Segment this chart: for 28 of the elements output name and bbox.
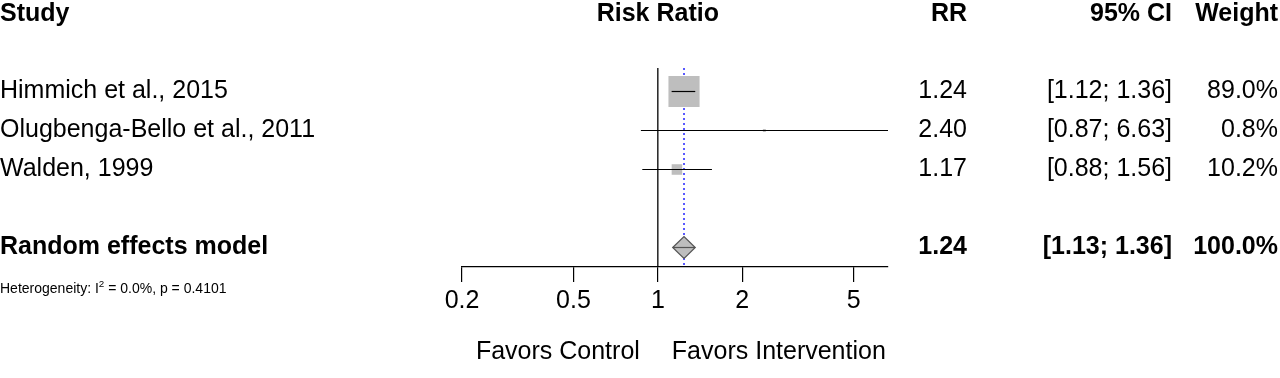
- text: [0.88; 1.56]: [1046, 153, 1173, 182]
- text: Favors Intervention: [671, 335, 886, 364]
- text: [1.12; 1.36]: [1046, 75, 1173, 104]
- text: Weight: [1195, 0, 1279, 26]
- x-tick-label: 0.5: [556, 284, 591, 313]
- text: Favors Control: [475, 335, 640, 364]
- text: 89.0%: [1207, 75, 1278, 104]
- text: 0.8%: [1221, 114, 1278, 143]
- x-tick-label: 0.2: [444, 284, 480, 313]
- y-tick-label: Random effects model: [0, 231, 269, 260]
- text: 1.24: [918, 75, 968, 104]
- text: Study: [0, 0, 70, 26]
- y-tick-label: Himmich et al., 2015: [0, 75, 228, 104]
- text: 1.17: [918, 153, 968, 182]
- x-tick-label: 2: [735, 284, 750, 313]
- text: 1.24: [918, 231, 968, 260]
- x-tick-label: 5: [846, 284, 861, 313]
- chart-title: Risk Ratio: [596, 0, 719, 26]
- text: RR: [930, 0, 967, 26]
- text: 95% CI: [1090, 0, 1172, 26]
- text: 10.2%: [1207, 153, 1278, 182]
- x-tick-label: 1: [650, 284, 665, 313]
- text: [1.13; 1.36]: [1042, 231, 1173, 260]
- y-tick-label: Walden, 1999: [0, 153, 154, 182]
- text: [0.87; 6.63]: [1046, 114, 1173, 143]
- y-tick-label: Olugbenga-Bello et al., 2011: [0, 114, 316, 143]
- text: 100.0%: [1193, 231, 1279, 260]
- text: 2.40: [918, 114, 968, 143]
